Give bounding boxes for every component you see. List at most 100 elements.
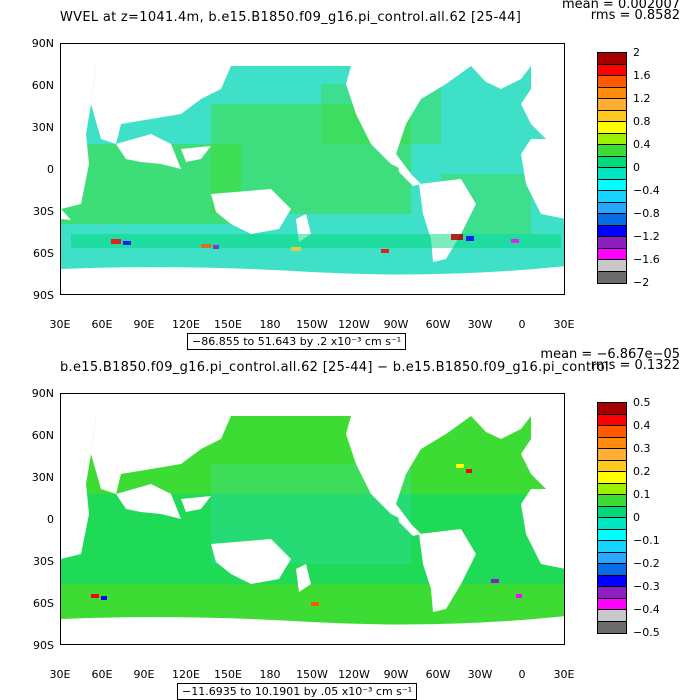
colorbar-swatch	[598, 237, 626, 249]
lon-label: 90W	[383, 668, 409, 681]
colorbar-label: 1.6	[633, 69, 651, 82]
colorbar-label: 0.4	[633, 419, 651, 432]
colorbar-swatch	[598, 225, 626, 237]
colorbar-label: −0.5	[633, 626, 660, 639]
colorbar-swatch	[598, 449, 626, 461]
colorbar-swatch	[598, 260, 626, 272]
colorbar-swatch	[598, 179, 626, 191]
lon-label: 30W	[467, 318, 493, 331]
colorbar-swatch	[598, 76, 626, 88]
contour-range-label: −86.855 to 51.643 by .2 x10⁻³ cm s⁻¹	[187, 333, 407, 350]
colorbar-swatch	[598, 248, 626, 260]
colorbar-swatch	[598, 472, 626, 484]
lat-label: 90S	[33, 289, 54, 302]
lon-label: 30W	[467, 668, 493, 681]
colorbar-swatch	[598, 564, 626, 576]
lon-label: 120W	[338, 318, 370, 331]
lon-label: 120E	[172, 668, 200, 681]
lon-label: 90W	[383, 318, 409, 331]
lat-label: 60N	[31, 429, 54, 442]
panel-title: WVEL at z=1041.4m, b.e15.B1850.f09_g16.p…	[60, 10, 522, 25]
lat-label: 90N	[31, 387, 54, 400]
mean-value: mean = 0.002007	[561, 0, 680, 12]
colorbar-swatch	[598, 271, 626, 283]
mean-value: mean = −6.867e−05	[540, 347, 680, 362]
colorbar-swatch	[598, 53, 626, 65]
colorbar-label: 0	[633, 161, 640, 174]
colorbar-label: 0	[633, 511, 640, 524]
colorbar-swatch	[598, 168, 626, 180]
colorbar-swatch	[598, 529, 626, 541]
colorbar-label: 2	[633, 46, 640, 59]
colorbar-label: −0.8	[633, 207, 660, 220]
lat-label: 60S	[33, 597, 54, 610]
colorbar-label: 0.1	[633, 488, 651, 501]
colorbar-swatch	[598, 460, 626, 472]
colorbar-swatch	[598, 403, 626, 415]
rms-value: rms = 0.1322	[590, 358, 680, 373]
colorbar-swatch	[598, 518, 626, 530]
contour-range-label: −11.6935 to 10.1901 by .05 x10⁻³ cm s⁻¹	[177, 683, 418, 700]
lat-label: 30S	[33, 205, 54, 218]
colorbar-label: 0.4	[633, 138, 651, 151]
lat-label: 60N	[31, 79, 54, 92]
anomaly-spots	[91, 464, 522, 606]
colorbar-swatch	[598, 552, 626, 564]
lon-label: 180	[259, 668, 281, 681]
lon-label: 150E	[214, 318, 242, 331]
panel-title: b.e15.B1850.f09_g16.pi_control.all.62 [2…	[60, 360, 609, 375]
lat-label: 30N	[31, 471, 54, 484]
rms-value: rms = 0.8582	[590, 8, 680, 23]
colorbar-swatch	[598, 64, 626, 76]
colorbar	[597, 402, 627, 634]
colorbar-label: −1.6	[633, 253, 660, 266]
lat-label: 60S	[33, 247, 54, 260]
lon-label: 60E	[91, 668, 113, 681]
colorbar-swatch	[598, 133, 626, 145]
lat-label: 0	[47, 513, 54, 526]
colorbar-swatch	[598, 587, 626, 599]
colorbar-swatch	[598, 99, 626, 111]
lon-label: 150W	[296, 668, 328, 681]
map-area	[60, 43, 565, 295]
lat-label: 30N	[31, 121, 54, 134]
southern-ocean-band	[71, 234, 561, 253]
lat-label: 30S	[33, 555, 54, 568]
colorbar-swatch	[598, 145, 626, 157]
lon-label: 60E	[91, 318, 113, 331]
panel-top: WVEL at z=1041.4m, b.e15.B1850.f09_g16.p…	[31, 0, 680, 350]
lat-label: 0	[47, 163, 54, 176]
colorbar-swatch	[598, 541, 626, 553]
colorbar-label: −2	[633, 276, 650, 289]
lon-label: 60W	[425, 318, 451, 331]
lon-label: 90E	[133, 668, 155, 681]
colorbar-swatch	[598, 506, 626, 518]
colorbar-swatch	[598, 598, 626, 610]
lat-label: 90S	[33, 639, 54, 652]
colorbar-swatch	[598, 495, 626, 507]
lon-label: 60W	[425, 668, 451, 681]
colorbar-label: 0.3	[633, 442, 651, 455]
colorbar-swatch	[598, 110, 626, 122]
colorbar-swatch	[598, 214, 626, 226]
colorbar-label: −0.3	[633, 580, 660, 593]
ocean-map	[61, 394, 564, 644]
colorbar-label: −0.2	[633, 557, 660, 570]
colorbar-label: −1.2	[633, 230, 660, 243]
lon-label: 0	[518, 318, 526, 331]
colorbar-label: −0.4	[633, 603, 660, 616]
colorbar	[597, 52, 627, 284]
lon-label: 120E	[172, 318, 200, 331]
colorbar-swatch	[598, 610, 626, 622]
lon-label: 150E	[214, 668, 242, 681]
colorbar-swatch	[598, 122, 626, 134]
colorbar-label: 0.5	[633, 396, 651, 409]
lon-label: 120W	[338, 668, 370, 681]
lon-label: 30E	[49, 668, 71, 681]
colorbar-swatch	[598, 426, 626, 438]
colorbar-swatch	[598, 483, 626, 495]
colorbar-label: 0.2	[633, 465, 651, 478]
map-area	[60, 393, 565, 645]
lon-label: 30E	[49, 318, 71, 331]
lon-label: 30E	[553, 668, 575, 681]
